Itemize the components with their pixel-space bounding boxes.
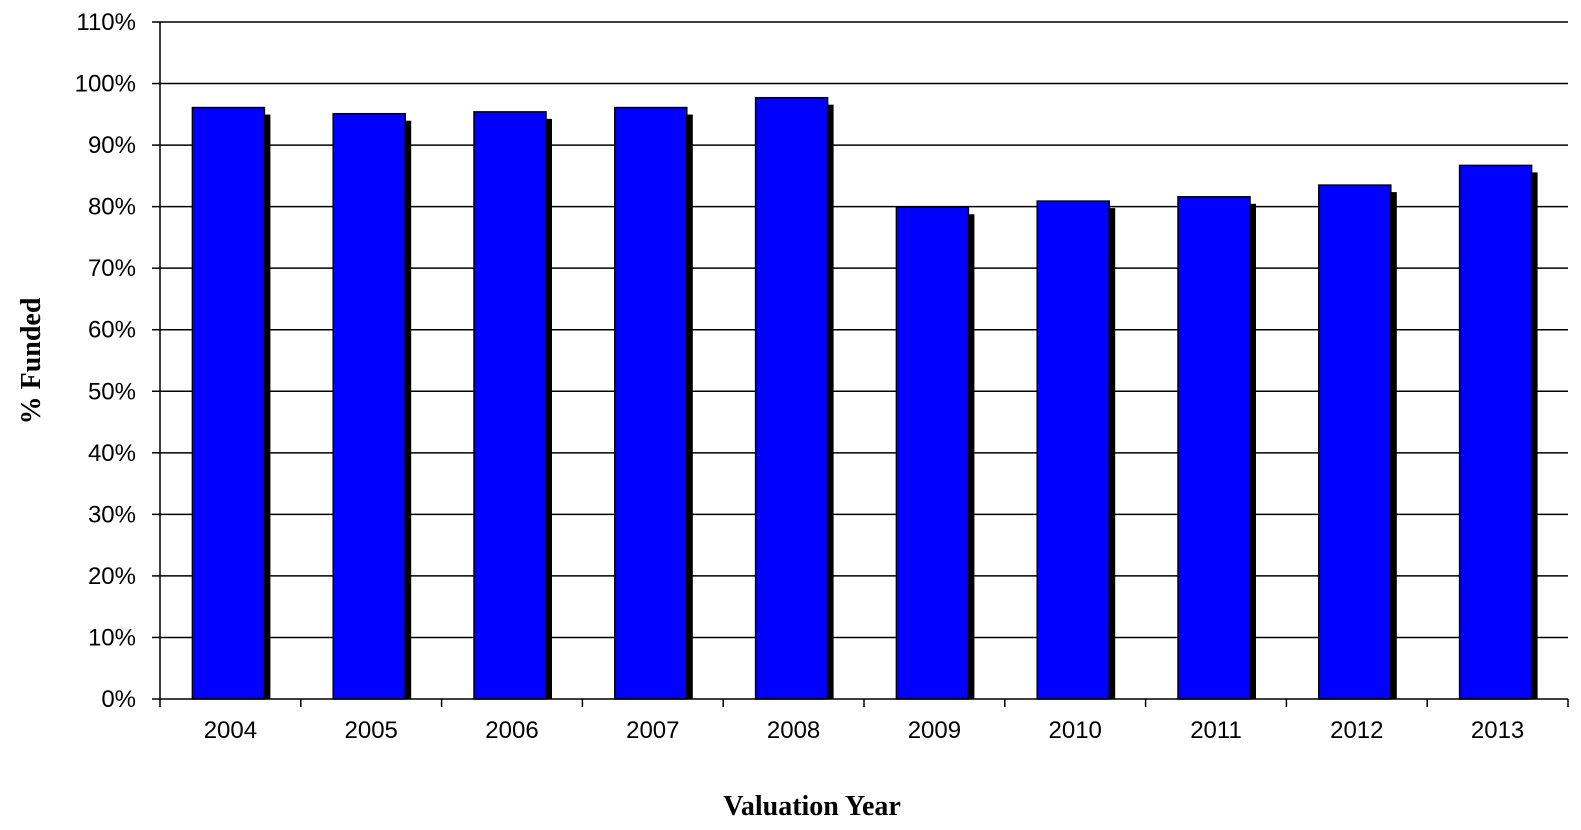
tick-labels: 0% 10% 20% 30% 40% 50% 60% 70% 80% 90% 100% 110% 200…	[75, 9, 1525, 744]
y-tick-label: 20%	[88, 563, 136, 590]
x-tick-label: 2007	[626, 717, 679, 744]
bar	[332, 112, 406, 700]
y-tick-label: 30%	[88, 501, 136, 528]
bar	[1036, 200, 1110, 700]
x-tick-label: 2010	[1049, 717, 1102, 744]
x-tick-label: 2012	[1330, 717, 1383, 744]
x-axis-title: Valuation Year	[723, 791, 901, 822]
bar	[1318, 184, 1392, 700]
x-tick-label: 2004	[204, 717, 257, 744]
bar	[895, 206, 970, 700]
bar	[754, 96, 829, 700]
bar	[473, 111, 547, 700]
y-tick-label: 0%	[101, 686, 136, 713]
bar	[191, 106, 266, 700]
bar	[1458, 164, 1533, 700]
y-tick-label: 60%	[88, 317, 136, 344]
x-tick-label: 2006	[485, 717, 538, 744]
y-tick-label: 80%	[88, 194, 136, 221]
x-tick-label: 2011	[1190, 717, 1242, 744]
y-axis-title: % Funded	[16, 297, 47, 424]
x-tick-label: 2009	[908, 717, 961, 744]
bar	[614, 106, 688, 700]
axes	[152, 21, 1569, 707]
y-tick-label: 90%	[88, 132, 136, 159]
x-tick-label: 2005	[345, 717, 398, 744]
y-tick-label: 110%	[76, 9, 136, 36]
y-tick-label: 40%	[88, 440, 136, 467]
y-tick-label: 70%	[88, 255, 136, 282]
y-tick-label: 50%	[88, 378, 136, 405]
bars	[191, 96, 1538, 700]
x-tick-label: 2008	[767, 717, 820, 744]
y-tick-label: 10%	[88, 624, 136, 651]
x-tick-label: 2013	[1471, 717, 1524, 744]
bar	[1177, 196, 1251, 700]
y-tick-label: 100%	[75, 71, 136, 98]
